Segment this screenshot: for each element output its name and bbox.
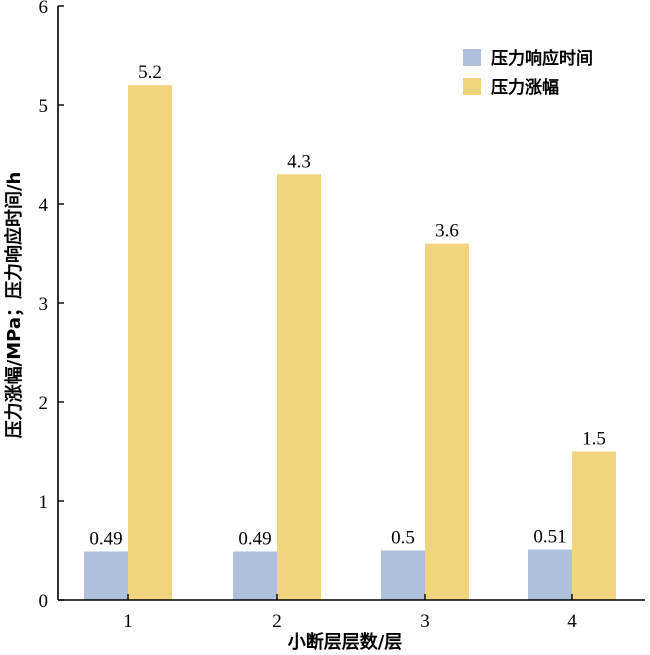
y-axis-title: 压力涨幅/MPa；压力响应时间/h xyxy=(3,172,25,439)
y-axis-ticks: 0 1 2 3 4 5 6 xyxy=(39,0,64,612)
y-tick-label: 4 xyxy=(39,195,49,216)
x-axis-ticks: 1 2 3 4 xyxy=(123,594,577,632)
y-tick-label: 6 xyxy=(39,0,49,18)
data-label: 5.2 xyxy=(138,62,162,83)
legend-label-response-time: 压力响应时间 xyxy=(491,48,593,69)
legend-label-pressure-rise: 压力涨幅 xyxy=(491,77,559,98)
legend-swatch-pressure-rise xyxy=(463,78,481,95)
legend-swatch-response-time xyxy=(463,49,481,66)
y-tick-label: 5 xyxy=(39,96,49,117)
data-label: 3.6 xyxy=(435,221,459,242)
x-tick-label: 4 xyxy=(567,611,577,632)
data-label: 0.49 xyxy=(89,528,122,549)
data-label: 0.5 xyxy=(391,528,415,549)
y-tick-label: 1 xyxy=(39,492,49,513)
bar-pressure-rise xyxy=(277,174,321,601)
x-tick-label: 1 xyxy=(123,611,133,632)
x-tick-label: 3 xyxy=(420,611,430,632)
bar-response-time xyxy=(233,551,277,600)
data-label: 0.49 xyxy=(238,528,271,549)
bar-pressure-rise xyxy=(572,451,616,600)
bar-response-time xyxy=(528,549,572,600)
bar-response-time xyxy=(84,551,128,600)
y-tick-label: 0 xyxy=(39,591,49,612)
legend: 压力响应时间 压力涨幅 xyxy=(463,48,593,98)
data-label: 0.51 xyxy=(533,527,566,548)
data-label: 1.5 xyxy=(582,429,606,450)
y-tick-label: 3 xyxy=(39,294,49,315)
data-labels: 0.49 0.49 0.5 0.51 5.2 4.3 3.6 1.5 xyxy=(89,62,606,549)
x-tick-label: 2 xyxy=(272,611,282,632)
y-tick-label: 2 xyxy=(39,393,49,414)
plot-area xyxy=(84,85,616,601)
bar-pressure-rise xyxy=(425,243,469,600)
x-axis-title: 小断层层数/层 xyxy=(288,631,403,653)
data-label: 4.3 xyxy=(287,151,311,172)
bar-response-time xyxy=(381,550,425,600)
bar-pressure-rise xyxy=(128,85,172,600)
